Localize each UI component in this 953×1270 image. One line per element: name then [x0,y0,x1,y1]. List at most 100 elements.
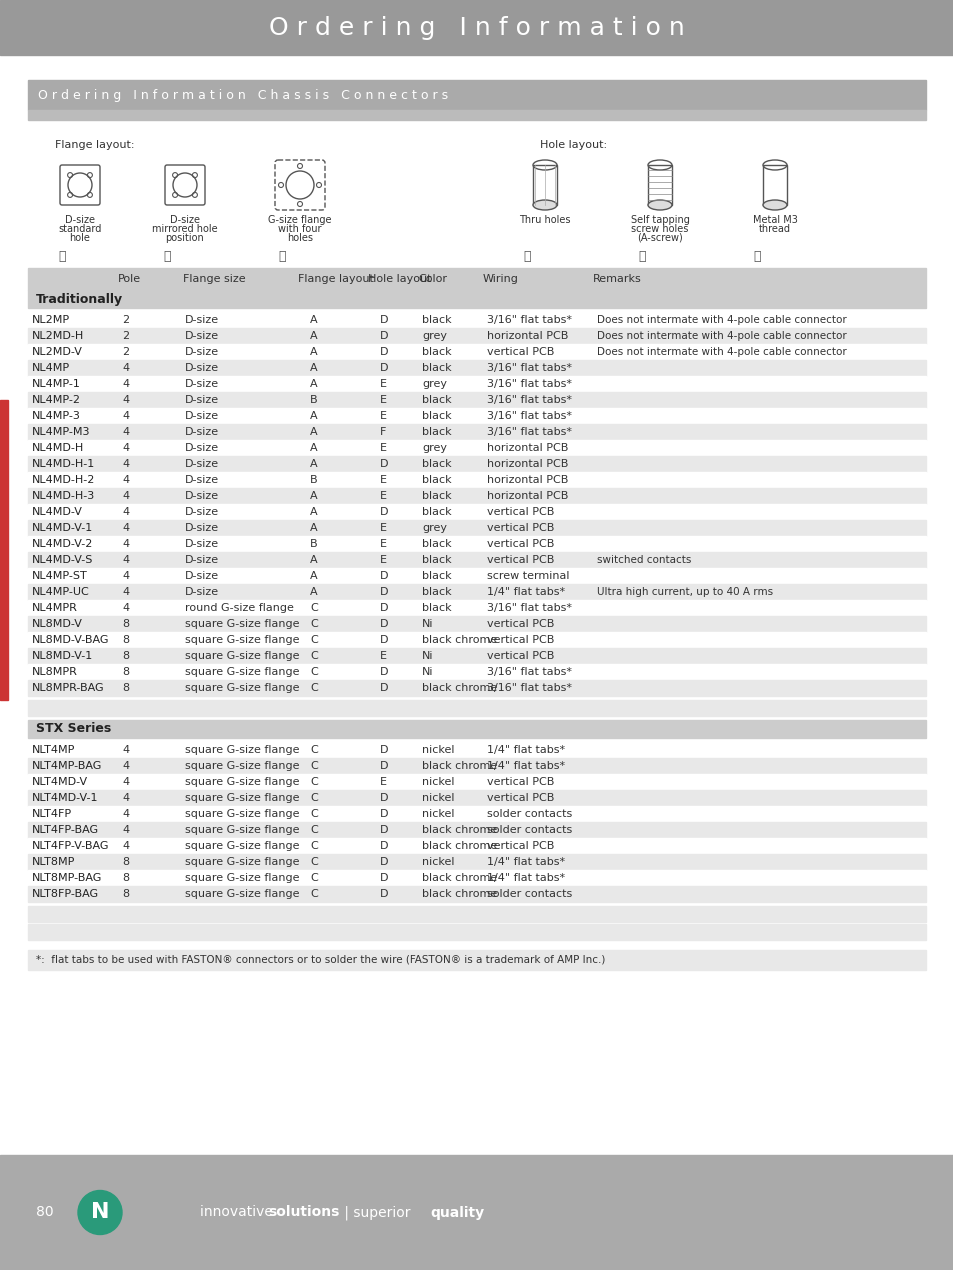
Text: Hole layout: Hole layout [368,274,431,284]
Text: NLT8MP: NLT8MP [32,857,75,867]
Text: nickel: nickel [421,857,454,867]
Text: NLT4MP-BAG: NLT4MP-BAG [32,761,102,771]
Text: C: C [310,683,317,693]
Text: black: black [421,395,451,405]
Bar [28,80,925,110]
Text: black: black [421,555,451,565]
Text: black chrome: black chrome [421,841,497,851]
Bar [28,700,925,716]
Text: NL4MP-3: NL4MP-3 [32,411,81,420]
Text: innovative: innovative [200,1205,277,1219]
Text: Wiring: Wiring [482,274,518,284]
Text: 3/16" flat tabs*: 3/16" flat tabs* [486,427,572,437]
Text: A: A [310,331,317,342]
Text: 4: 4 [122,777,129,787]
Text: NL4MP-2: NL4MP-2 [32,395,81,405]
Text: E: E [379,555,387,565]
Bar [0,0,953,55]
Text: NL4MD-V-S: NL4MD-V-S [32,555,93,565]
Bar [28,720,925,738]
Text: black chrome: black chrome [421,889,497,899]
Text: 4: 4 [122,395,129,405]
Text: 3/16" flat tabs*: 3/16" flat tabs* [486,363,572,373]
Text: screw terminal: screw terminal [486,572,569,580]
Text: C: C [310,872,317,883]
Text: Does not intermate with 4-pole cable connector: Does not intermate with 4-pole cable con… [597,347,846,357]
Text: square G-size flange: square G-size flange [185,618,299,629]
Text: B: B [310,538,317,549]
Text: NL4MP-M3: NL4MP-M3 [32,427,91,437]
Bar [28,392,925,408]
Text: D: D [379,889,388,899]
Bar [28,790,925,806]
Text: C: C [310,745,317,754]
Text: 8: 8 [122,618,129,629]
Bar [28,488,925,504]
Text: with four: with four [278,224,321,234]
Text: 4: 4 [122,841,129,851]
Text: vertical PCB: vertical PCB [486,652,554,660]
Text: E: E [379,411,387,420]
Text: F: F [379,427,386,437]
Text: square G-size flange: square G-size flange [185,652,299,660]
Text: 3/16" flat tabs*: 3/16" flat tabs* [486,411,572,420]
Ellipse shape [647,199,671,210]
Text: D: D [379,809,388,819]
Text: square G-size flange: square G-size flange [185,777,299,787]
Text: NL4MP: NL4MP [32,363,71,373]
Text: D-size: D-size [185,427,219,437]
Text: horizontal PCB: horizontal PCB [486,491,568,500]
Text: A: A [310,315,317,325]
Text: black: black [421,603,451,613]
Text: black: black [421,347,451,357]
Text: Color: Color [417,274,447,284]
Text: D-size: D-size [185,331,219,342]
Text: vertical PCB: vertical PCB [486,523,554,533]
Bar [0,400,8,700]
Text: NLT4MD-V-1: NLT4MD-V-1 [32,792,98,803]
Text: 4: 4 [122,507,129,517]
Text: NLT4FP-BAG: NLT4FP-BAG [32,826,99,834]
Text: A: A [310,523,317,533]
Text: NL4MP-1: NL4MP-1 [32,378,81,389]
Text: vertical PCB: vertical PCB [486,618,554,629]
Text: D-size: D-size [185,538,219,549]
Bar [28,773,925,790]
Text: (A-screw): (A-screw) [637,232,682,243]
Text: square G-size flange: square G-size flange [185,635,299,645]
Bar [28,456,925,472]
Text: D-size: D-size [185,572,219,580]
Text: NLT8FP-BAG: NLT8FP-BAG [32,889,99,899]
Text: black chrome: black chrome [421,761,497,771]
Text: D-size: D-size [185,395,219,405]
Text: 4: 4 [122,603,129,613]
Text: Pole: Pole [118,274,141,284]
Text: D-size: D-size [185,458,219,469]
Bar [28,536,925,552]
Text: 4: 4 [122,555,129,565]
Text: D-size: D-size [185,523,219,533]
Bar [28,328,925,344]
Text: 4: 4 [122,792,129,803]
Text: C: C [310,826,317,834]
Text: NLT4MD-V: NLT4MD-V [32,777,88,787]
Text: A: A [310,458,317,469]
Text: E: E [379,652,387,660]
Text: D-size: D-size [185,347,219,357]
Text: vertical PCB: vertical PCB [486,507,554,517]
Bar [28,552,925,568]
Text: square G-size flange: square G-size flange [185,841,299,851]
Text: D: D [379,347,388,357]
Text: 1/4" flat tabs*: 1/4" flat tabs* [486,745,564,754]
Text: 2: 2 [122,347,129,357]
Text: 3/16" flat tabs*: 3/16" flat tabs* [486,667,572,677]
Text: 4: 4 [122,363,129,373]
Text: E: E [379,491,387,500]
Text: D: D [379,331,388,342]
Text: Ⓐ: Ⓐ [58,250,66,263]
Text: NL8MPR: NL8MPR [32,667,78,677]
Text: square G-size flange: square G-size flange [185,857,299,867]
Text: square G-size flange: square G-size flange [185,872,299,883]
Text: thread: thread [759,224,790,234]
Text: square G-size flange: square G-size flange [185,792,299,803]
